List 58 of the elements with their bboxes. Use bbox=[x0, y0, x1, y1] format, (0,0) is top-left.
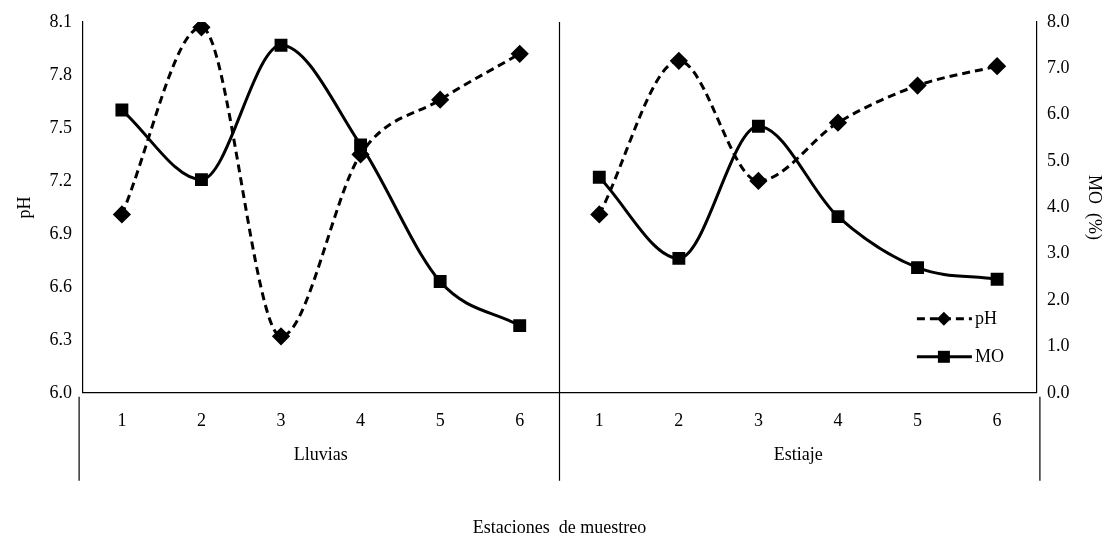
point bbox=[911, 261, 924, 275]
y2-tick-label: 5.0 bbox=[1046, 149, 1070, 170]
point bbox=[829, 114, 847, 132]
point bbox=[751, 119, 765, 133]
x-tick-label: 5 bbox=[913, 410, 923, 431]
point bbox=[511, 45, 529, 63]
x-axis-title: Estaciones de muestreo bbox=[472, 516, 647, 537]
y-tick-label: 7.8 bbox=[49, 63, 73, 84]
point bbox=[431, 91, 449, 109]
point bbox=[749, 172, 767, 190]
y2-tick-label: 1.0 bbox=[1046, 335, 1070, 356]
legend-label: pH bbox=[974, 307, 997, 328]
y-tick-label: 6.9 bbox=[49, 222, 73, 243]
x-tick-label: 2 bbox=[674, 410, 684, 431]
point bbox=[990, 272, 1004, 286]
point bbox=[113, 205, 131, 223]
y2-tick-label: 8.0 bbox=[1046, 10, 1070, 31]
y-axis-title: pH bbox=[13, 196, 34, 219]
x-tick-label: 6 bbox=[515, 410, 525, 431]
x-tick-label: 4 bbox=[356, 410, 366, 431]
point bbox=[988, 57, 1006, 75]
point bbox=[272, 327, 290, 345]
point bbox=[590, 205, 608, 223]
x-tick-label: 3 bbox=[753, 410, 763, 431]
y-tick-label: 6.6 bbox=[49, 275, 73, 296]
point bbox=[670, 52, 688, 70]
y2-tick-label: 0.0 bbox=[1046, 381, 1070, 402]
text: Lluvias bbox=[293, 443, 348, 464]
y2-tick-label: 7.0 bbox=[1046, 57, 1070, 78]
point bbox=[115, 103, 129, 117]
x-tick-label: 4 bbox=[833, 410, 843, 431]
y2-tick-label: 3.0 bbox=[1046, 242, 1070, 263]
point bbox=[274, 38, 288, 52]
y-tick-label: 7.5 bbox=[49, 116, 73, 137]
x-tick-label: 2 bbox=[196, 410, 206, 431]
y2-tick-label: 4.0 bbox=[1046, 196, 1070, 217]
y-tick-label: 7.2 bbox=[49, 169, 73, 190]
y-tick-label: 6.3 bbox=[49, 328, 73, 349]
x-tick-label: 5 bbox=[435, 410, 445, 431]
point bbox=[192, 22, 210, 36]
x-tick-label: 6 bbox=[992, 410, 1002, 431]
y2-axis-title: MO (%) bbox=[1084, 174, 1106, 240]
y-tick-label: 6.0 bbox=[49, 381, 73, 402]
x-tick-label: 1 bbox=[117, 410, 127, 431]
point bbox=[513, 319, 527, 333]
legend-label: MO bbox=[974, 345, 1004, 366]
point bbox=[592, 170, 606, 184]
point bbox=[672, 251, 686, 265]
point bbox=[433, 275, 447, 289]
y-tick-label: 8.1 bbox=[49, 10, 73, 31]
text: Estiaje bbox=[773, 443, 823, 464]
point bbox=[909, 77, 927, 95]
y2-tick-label: 6.0 bbox=[1046, 103, 1070, 124]
x-tick-label: 3 bbox=[276, 410, 286, 431]
y2-tick-label: 2.0 bbox=[1046, 288, 1070, 309]
point bbox=[195, 173, 208, 187]
point bbox=[831, 210, 845, 224]
x-tick-label: 1 bbox=[594, 410, 604, 431]
